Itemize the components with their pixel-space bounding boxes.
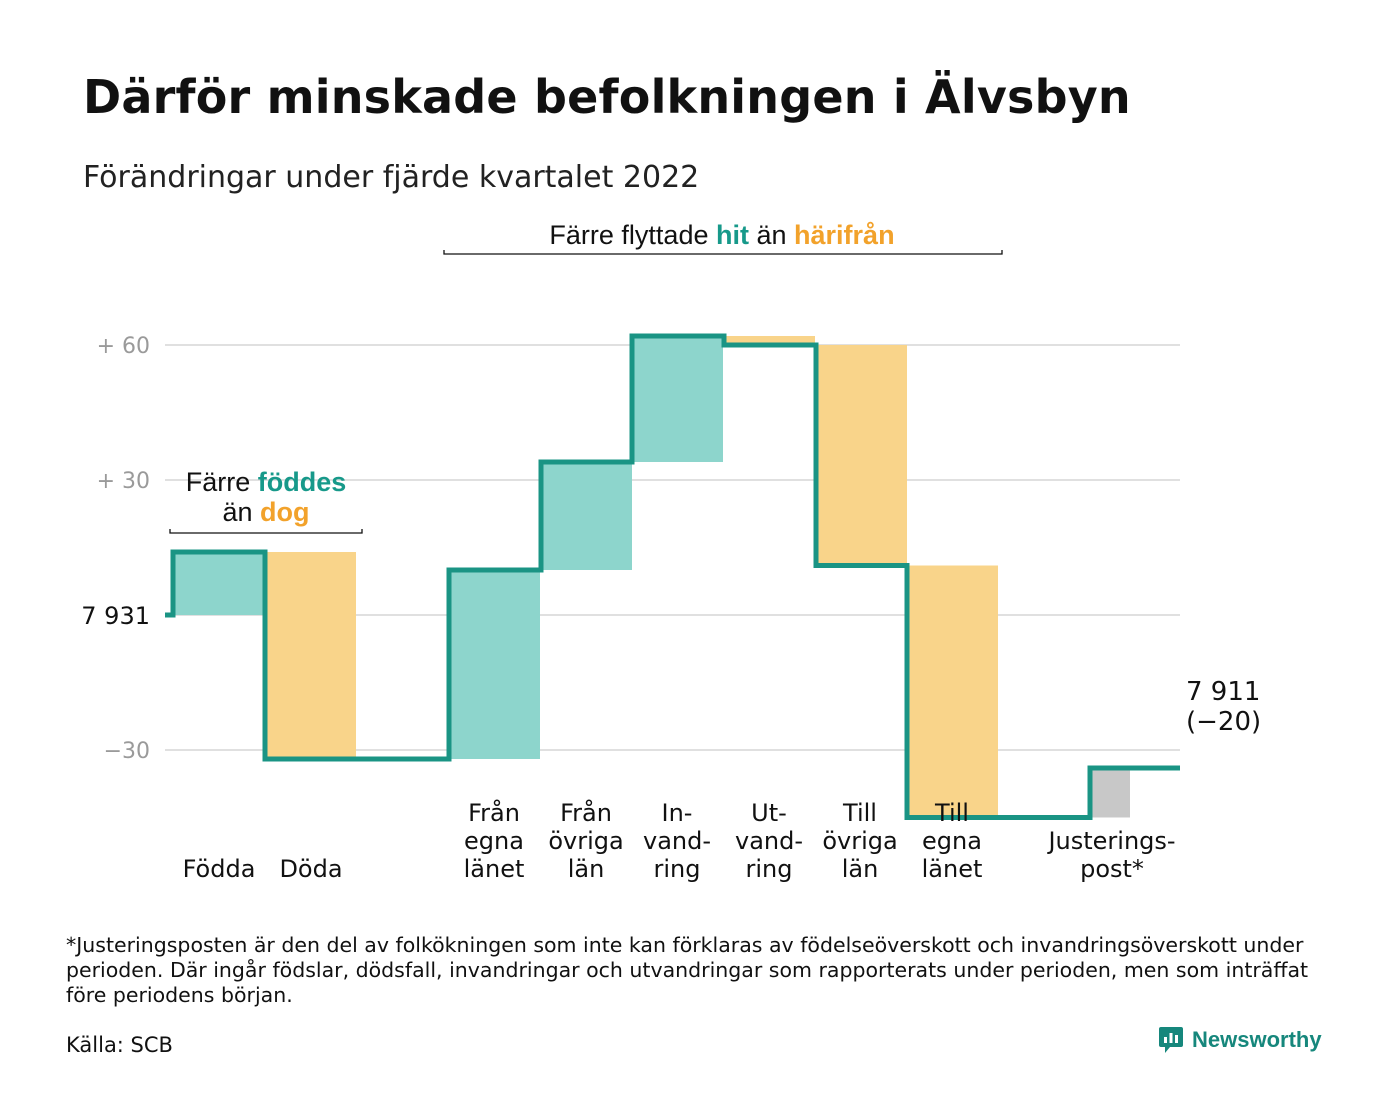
annotation-highlight-away: härifrån <box>794 220 895 250</box>
x-label-line: övriga <box>548 827 623 855</box>
annotation-text: Färre <box>186 467 258 497</box>
newsworthy-logo-icon <box>1159 1027 1183 1053</box>
waterfall-bar <box>724 336 815 345</box>
x-label-line: länet <box>922 855 983 883</box>
footnote: *Justeringsposten är den del av folkökni… <box>66 933 1309 1007</box>
y-tick-label: + 30 <box>97 469 150 494</box>
x-label-line: Till <box>934 799 969 827</box>
x-label-line: vand- <box>735 827 803 855</box>
total-labels: 7 931 7 911(−20) <box>81 602 1261 737</box>
waterfall-bar <box>816 345 907 566</box>
annotation-bracket-births <box>169 529 363 534</box>
chart-subtitle: Förändringar under fjärde kvartalet 2022 <box>83 160 700 195</box>
waterfall-bar <box>449 570 540 759</box>
annotation-highlight-born: föddes <box>258 467 347 497</box>
y-tick-label: −30 <box>104 739 150 764</box>
x-category-label: Från övriga län <box>548 798 623 883</box>
annotation-text: än <box>222 497 260 527</box>
annotation-migration: Färre flyttade hit än härifrån <box>549 220 894 250</box>
y-axis-labels: + 60 + 30 −30 <box>97 334 150 764</box>
annotation-text: än <box>749 220 794 250</box>
waterfall-bar <box>907 565 998 818</box>
waterfall-bar <box>1090 768 1130 818</box>
brand: Newsworthy <box>1158 1026 1322 1054</box>
chart-title: Därför minskade befolkningen i Älvsbyn <box>83 70 1131 124</box>
end-total-label: 7 911 <box>1186 677 1260 707</box>
x-label-line: Från <box>468 798 520 827</box>
x-label-line: egna <box>464 827 524 855</box>
annotation-text: Färre flyttade <box>549 220 716 250</box>
x-label-line: Justerings- <box>1046 827 1175 855</box>
waterfall-bar <box>541 462 632 570</box>
x-category-label: In-vand-ring <box>643 799 711 883</box>
running-total-line <box>165 333 1180 820</box>
x-label-line: Ut- <box>751 799 787 827</box>
y-tick-label: + 60 <box>97 334 150 359</box>
waterfall-bars <box>173 336 1130 818</box>
x-label-line: Från <box>560 798 612 827</box>
x-label-line: län <box>568 855 605 883</box>
source-note: Källa: SCB <box>66 1033 173 1057</box>
x-label-line: In- <box>662 799 693 827</box>
annotation-births-line1: Färre föddes <box>186 467 347 497</box>
x-category-label: Ut-vand-ring <box>735 799 803 883</box>
x-label-line: Födda <box>183 855 256 883</box>
x-label-line: ring <box>746 855 793 883</box>
x-category-label: Döda <box>279 855 342 883</box>
x-category-label: Till övriga län <box>822 799 897 883</box>
annotation-bracket-migration <box>443 250 1003 255</box>
annotation-highlight-here: hit <box>716 220 749 250</box>
x-label-line: Till <box>842 799 877 827</box>
x-label-line: Döda <box>279 855 342 883</box>
x-category-label: Till egna länet <box>922 799 983 883</box>
start-total-label: 7 931 <box>81 602 150 630</box>
x-label-line: övriga <box>822 827 897 855</box>
x-label-line: ring <box>654 855 701 883</box>
x-category-label: Justerings-post* <box>1046 827 1175 883</box>
x-label-line: län <box>842 855 879 883</box>
x-label-line: post* <box>1080 855 1144 883</box>
x-label-line: länet <box>464 855 525 883</box>
x-label-line: egna <box>922 827 982 855</box>
waterfall-bar <box>173 552 264 615</box>
annotation-births-line2: än dog <box>222 497 309 527</box>
x-category-label: Födda <box>183 855 256 883</box>
end-change-label: (−20) <box>1186 707 1261 737</box>
waterfall-bar <box>632 336 723 462</box>
waterfall-bar <box>265 552 356 759</box>
x-category-label: Från egna länet <box>464 798 525 883</box>
brand-name: Newsworthy <box>1192 1027 1322 1052</box>
annotation-highlight-died: dog <box>260 497 309 527</box>
x-label-line: vand- <box>643 827 711 855</box>
